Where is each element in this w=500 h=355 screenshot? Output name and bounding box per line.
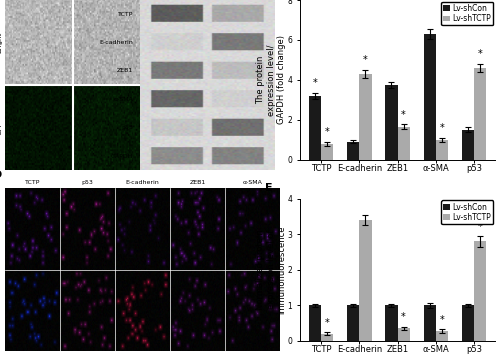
Bar bbox=[474, 241, 486, 341]
Text: GAPDH: GAPDH bbox=[111, 154, 133, 159]
Legend: Lv-shCon, Lv-shTCTP: Lv-shCon, Lv-shTCTP bbox=[441, 200, 494, 224]
Bar bbox=[462, 130, 474, 160]
Bar bbox=[424, 34, 436, 160]
Text: *: * bbox=[312, 78, 318, 88]
Text: ZEB1: ZEB1 bbox=[190, 180, 206, 185]
Text: *: * bbox=[440, 123, 444, 133]
Bar bbox=[360, 74, 372, 160]
Bar bbox=[436, 140, 448, 160]
Text: ZEB1: ZEB1 bbox=[117, 69, 133, 73]
Text: *: * bbox=[478, 222, 482, 232]
Text: GFP: GFP bbox=[0, 121, 2, 135]
Bar bbox=[474, 68, 486, 160]
Text: E: E bbox=[265, 183, 272, 193]
Text: E-cadherin: E-cadherin bbox=[126, 180, 160, 185]
Y-axis label: Normalized protein
expression level of
immunofluorescence: Normalized protein expression level of i… bbox=[256, 225, 286, 314]
Text: E-cadherin: E-cadherin bbox=[100, 40, 133, 45]
Bar bbox=[424, 305, 436, 341]
Text: Bright: Bright bbox=[0, 32, 2, 53]
Text: *: * bbox=[401, 110, 406, 120]
Text: D: D bbox=[0, 170, 2, 180]
Bar bbox=[347, 142, 360, 160]
Y-axis label: The protein
expression level/
GAPDH (fold change): The protein expression level/ GAPDH (fol… bbox=[256, 36, 286, 124]
Bar bbox=[347, 305, 360, 341]
Bar bbox=[398, 127, 409, 160]
Text: α-SMA: α-SMA bbox=[242, 180, 262, 185]
Text: *: * bbox=[401, 312, 406, 322]
Text: p53: p53 bbox=[122, 125, 133, 130]
Bar bbox=[309, 305, 321, 341]
Text: *: * bbox=[478, 49, 482, 59]
Bar bbox=[386, 85, 398, 160]
Text: TCTP: TCTP bbox=[118, 12, 133, 17]
Text: *: * bbox=[363, 55, 368, 65]
Bar bbox=[309, 96, 321, 160]
Text: *: * bbox=[325, 127, 330, 137]
Bar bbox=[436, 331, 448, 341]
Bar bbox=[398, 328, 409, 341]
Text: TCTP: TCTP bbox=[25, 180, 40, 185]
Bar bbox=[462, 305, 474, 341]
Text: α-SMA: α-SMA bbox=[114, 97, 133, 102]
Text: *: * bbox=[440, 315, 444, 325]
Text: *: * bbox=[325, 318, 330, 328]
Text: p53: p53 bbox=[82, 180, 94, 185]
Bar bbox=[360, 220, 372, 341]
Bar bbox=[321, 334, 334, 341]
Legend: Lv-shCon, Lv-shTCTP: Lv-shCon, Lv-shTCTP bbox=[441, 1, 494, 25]
Bar bbox=[321, 144, 334, 160]
Bar bbox=[386, 305, 398, 341]
